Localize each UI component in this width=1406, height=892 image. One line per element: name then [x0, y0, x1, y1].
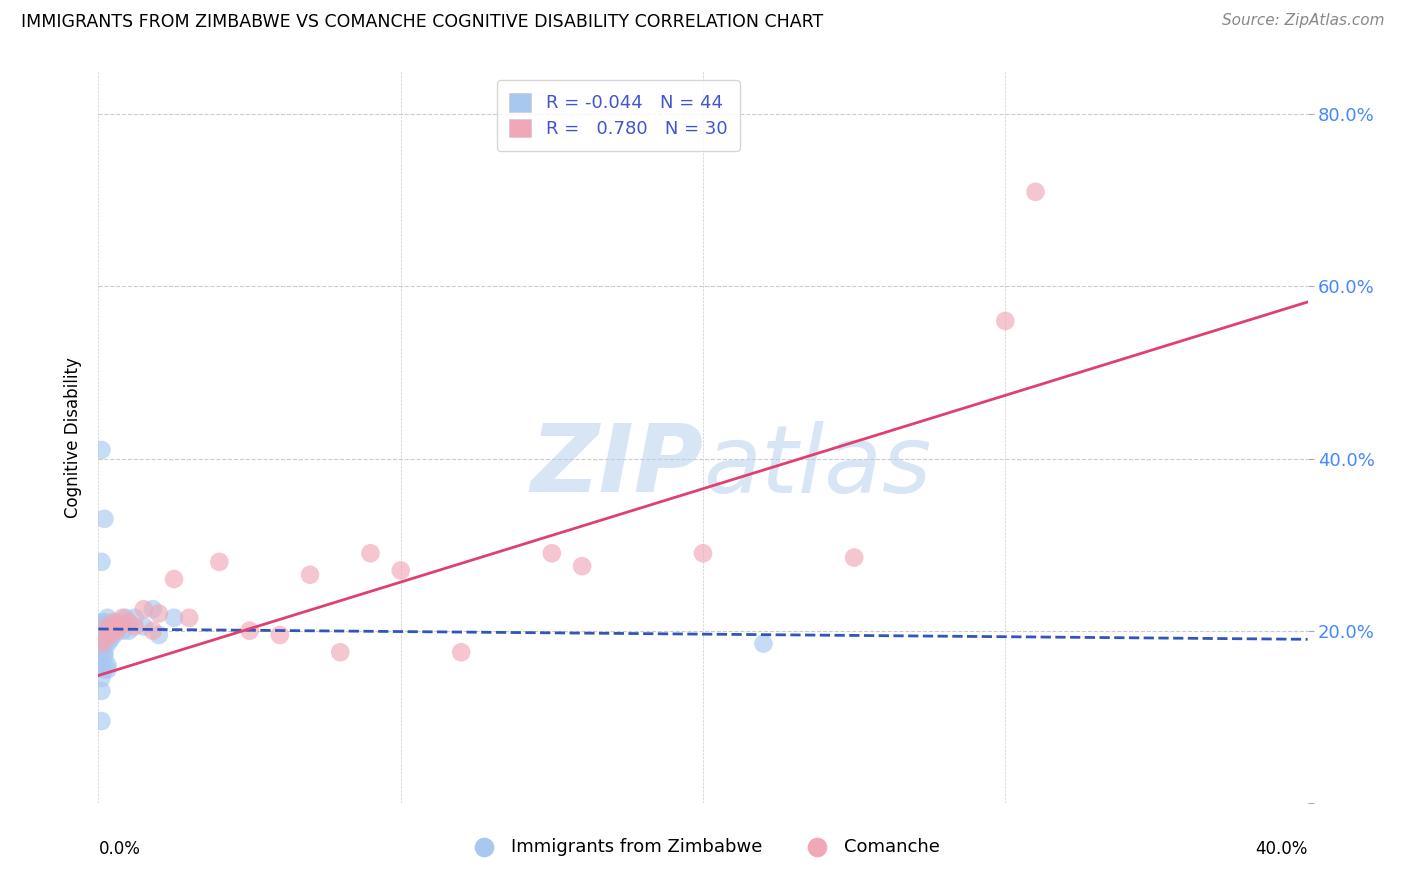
Point [571, 559, 593, 574]
Point [132, 619, 155, 633]
Point [360, 546, 382, 560]
Point [179, 611, 201, 625]
Point [96, 658, 118, 673]
Text: ZIP: ZIP [530, 420, 703, 512]
Point [118, 615, 141, 629]
Text: Source: ZipAtlas.com: Source: ZipAtlas.com [1222, 13, 1385, 29]
Point [118, 624, 141, 638]
Point [90, 624, 112, 638]
Point [100, 632, 122, 647]
Point [389, 564, 412, 578]
Text: 0.0%: 0.0% [98, 840, 141, 858]
Point [90, 671, 112, 685]
Point [163, 611, 186, 625]
Point [111, 611, 134, 625]
Point [114, 611, 136, 625]
Point [90, 714, 112, 728]
Point [90, 658, 112, 673]
Point [208, 555, 231, 569]
Point [142, 602, 165, 616]
Point [93, 628, 115, 642]
Point [994, 314, 1017, 328]
Point [103, 628, 125, 642]
Point [96, 624, 118, 638]
Point [111, 624, 134, 638]
Point [269, 628, 291, 642]
Point [93, 615, 115, 629]
Point [239, 624, 262, 638]
Point [132, 602, 155, 616]
Point [90, 442, 112, 457]
Point [329, 645, 352, 659]
Point [752, 637, 775, 651]
Point [124, 619, 146, 633]
Point [96, 611, 118, 625]
Point [90, 640, 112, 655]
Legend: Immigrants from Zimbabwe, Comanche: Immigrants from Zimbabwe, Comanche [458, 830, 948, 863]
Point [90, 645, 112, 659]
Point [163, 572, 186, 586]
Point [96, 619, 118, 633]
Point [1024, 185, 1046, 199]
Point [108, 619, 131, 633]
Text: IMMIGRANTS FROM ZIMBABWE VS COMANCHE COGNITIVE DISABILITY CORRELATION CHART: IMMIGRANTS FROM ZIMBABWE VS COMANCHE COG… [21, 13, 824, 31]
Point [103, 619, 125, 633]
Point [90, 637, 112, 651]
Point [148, 607, 170, 621]
Point [93, 662, 115, 676]
Point [299, 567, 322, 582]
Point [103, 619, 125, 633]
Point [93, 512, 115, 526]
Text: 40.0%: 40.0% [1256, 840, 1308, 858]
Point [93, 632, 115, 647]
Point [100, 628, 122, 642]
Point [844, 550, 866, 565]
Point [90, 619, 112, 633]
Point [103, 615, 125, 629]
Point [90, 628, 112, 642]
Point [90, 637, 112, 651]
Point [105, 615, 128, 629]
Y-axis label: Cognitive Disability: Cognitive Disability [65, 357, 83, 517]
Point [540, 546, 562, 560]
Text: atlas: atlas [703, 421, 931, 512]
Point [142, 624, 165, 638]
Point [90, 555, 112, 569]
Point [692, 546, 714, 560]
Point [148, 628, 170, 642]
Point [90, 684, 112, 698]
Point [96, 637, 118, 651]
Point [90, 637, 112, 651]
Point [108, 619, 131, 633]
Point [450, 645, 472, 659]
Point [100, 624, 122, 638]
Point [96, 662, 118, 676]
Point [90, 615, 112, 629]
Point [93, 637, 115, 651]
Point [90, 632, 112, 647]
Point [93, 624, 115, 638]
Point [93, 649, 115, 664]
Point [124, 611, 146, 625]
Point [105, 624, 128, 638]
Point [96, 628, 118, 642]
Point [93, 645, 115, 659]
